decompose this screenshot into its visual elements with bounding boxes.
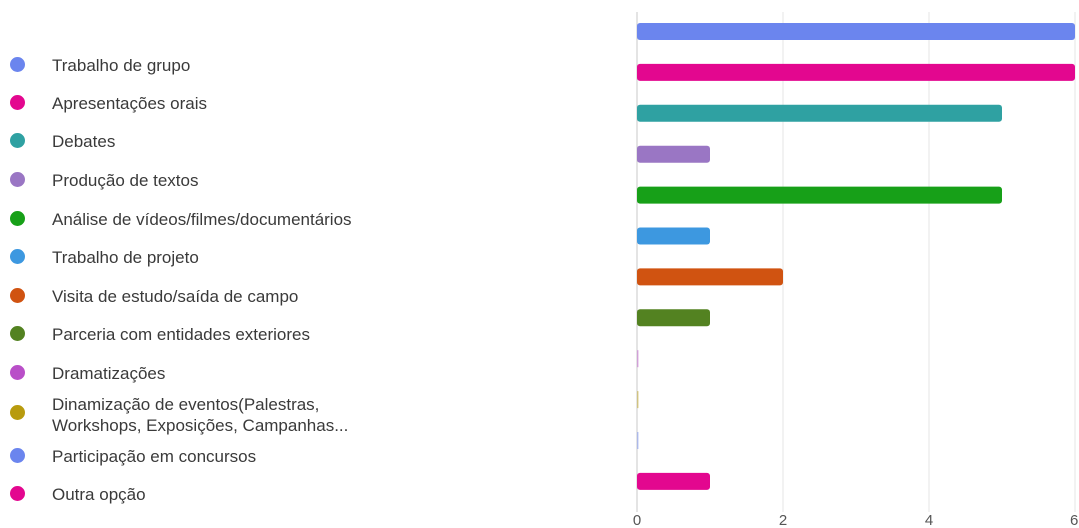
legend-item: Parceria com entidades exteriores <box>10 324 310 345</box>
legend-label: Participação em concursos <box>52 447 257 466</box>
bar <box>637 268 783 286</box>
legend-label: Apresentações orais <box>52 94 207 113</box>
legend-item: Trabalho de grupo <box>10 55 190 76</box>
legend-item: Participação em concursos <box>10 446 256 467</box>
bar <box>637 63 1075 81</box>
legend-item: Dinamização de eventos(Palestras, Worksh… <box>10 394 348 436</box>
legend-color-dot <box>10 486 25 501</box>
legend-item: Debates <box>10 131 115 152</box>
legend-color-dot <box>10 172 25 187</box>
x-tick-label: 2 <box>779 512 787 528</box>
legend-item: Visita de estudo/saída de campo <box>10 286 298 307</box>
bar <box>637 145 710 163</box>
legend-item: Apresentações orais <box>10 93 207 114</box>
legend-label: Trabalho de projeto <box>52 248 199 267</box>
legend-color-dot <box>10 288 25 303</box>
bar <box>637 472 710 490</box>
legend-color-dot <box>10 57 25 72</box>
legend-item: Produção de textos <box>10 170 198 191</box>
legend-label: Debates <box>52 132 116 151</box>
legend-color-dot <box>10 133 25 148</box>
legend-color-dot <box>10 95 25 110</box>
bar <box>637 227 710 245</box>
bar <box>637 432 639 449</box>
bar <box>637 186 1002 204</box>
x-tick-label: 0 <box>633 512 641 528</box>
x-tick-label: 6 <box>1070 512 1078 528</box>
bar <box>637 104 1002 122</box>
bar <box>637 309 710 327</box>
legend-color-dot <box>10 448 25 463</box>
legend-item: Outra opção <box>10 484 146 505</box>
legend-item: Trabalho de projeto <box>10 247 199 268</box>
legend-color-dot <box>10 249 25 264</box>
legend-item: Dramatizações <box>10 363 165 384</box>
bar <box>637 23 1075 40</box>
legend-label: Parceria com entidades exteriores <box>52 325 310 344</box>
legend-color-dot <box>10 326 25 341</box>
legend-label: Dramatizações <box>52 364 166 383</box>
legend-color-dot <box>10 211 25 226</box>
legend-label: Dinamização de eventos(Palestras, Worksh… <box>52 395 349 435</box>
x-tick-label: 4 <box>925 512 933 528</box>
legend-item: Análise de vídeos/filmes/documentários <box>10 209 352 230</box>
legend-color-dot <box>10 365 25 380</box>
chart-legend: Trabalho de grupo Apresentações orais Deba… <box>10 55 352 505</box>
legend-color-dot <box>10 405 25 420</box>
bar <box>637 391 639 409</box>
legend-label: Trabalho de grupo <box>52 56 191 75</box>
bar <box>637 350 639 368</box>
legend-label: Outra opção <box>52 485 146 504</box>
legend-label: Visita de estudo/saída de campo <box>52 287 299 306</box>
legend-label: Análise de vídeos/filmes/documentários <box>52 210 352 229</box>
legend-label: Produção de textos <box>52 171 199 190</box>
